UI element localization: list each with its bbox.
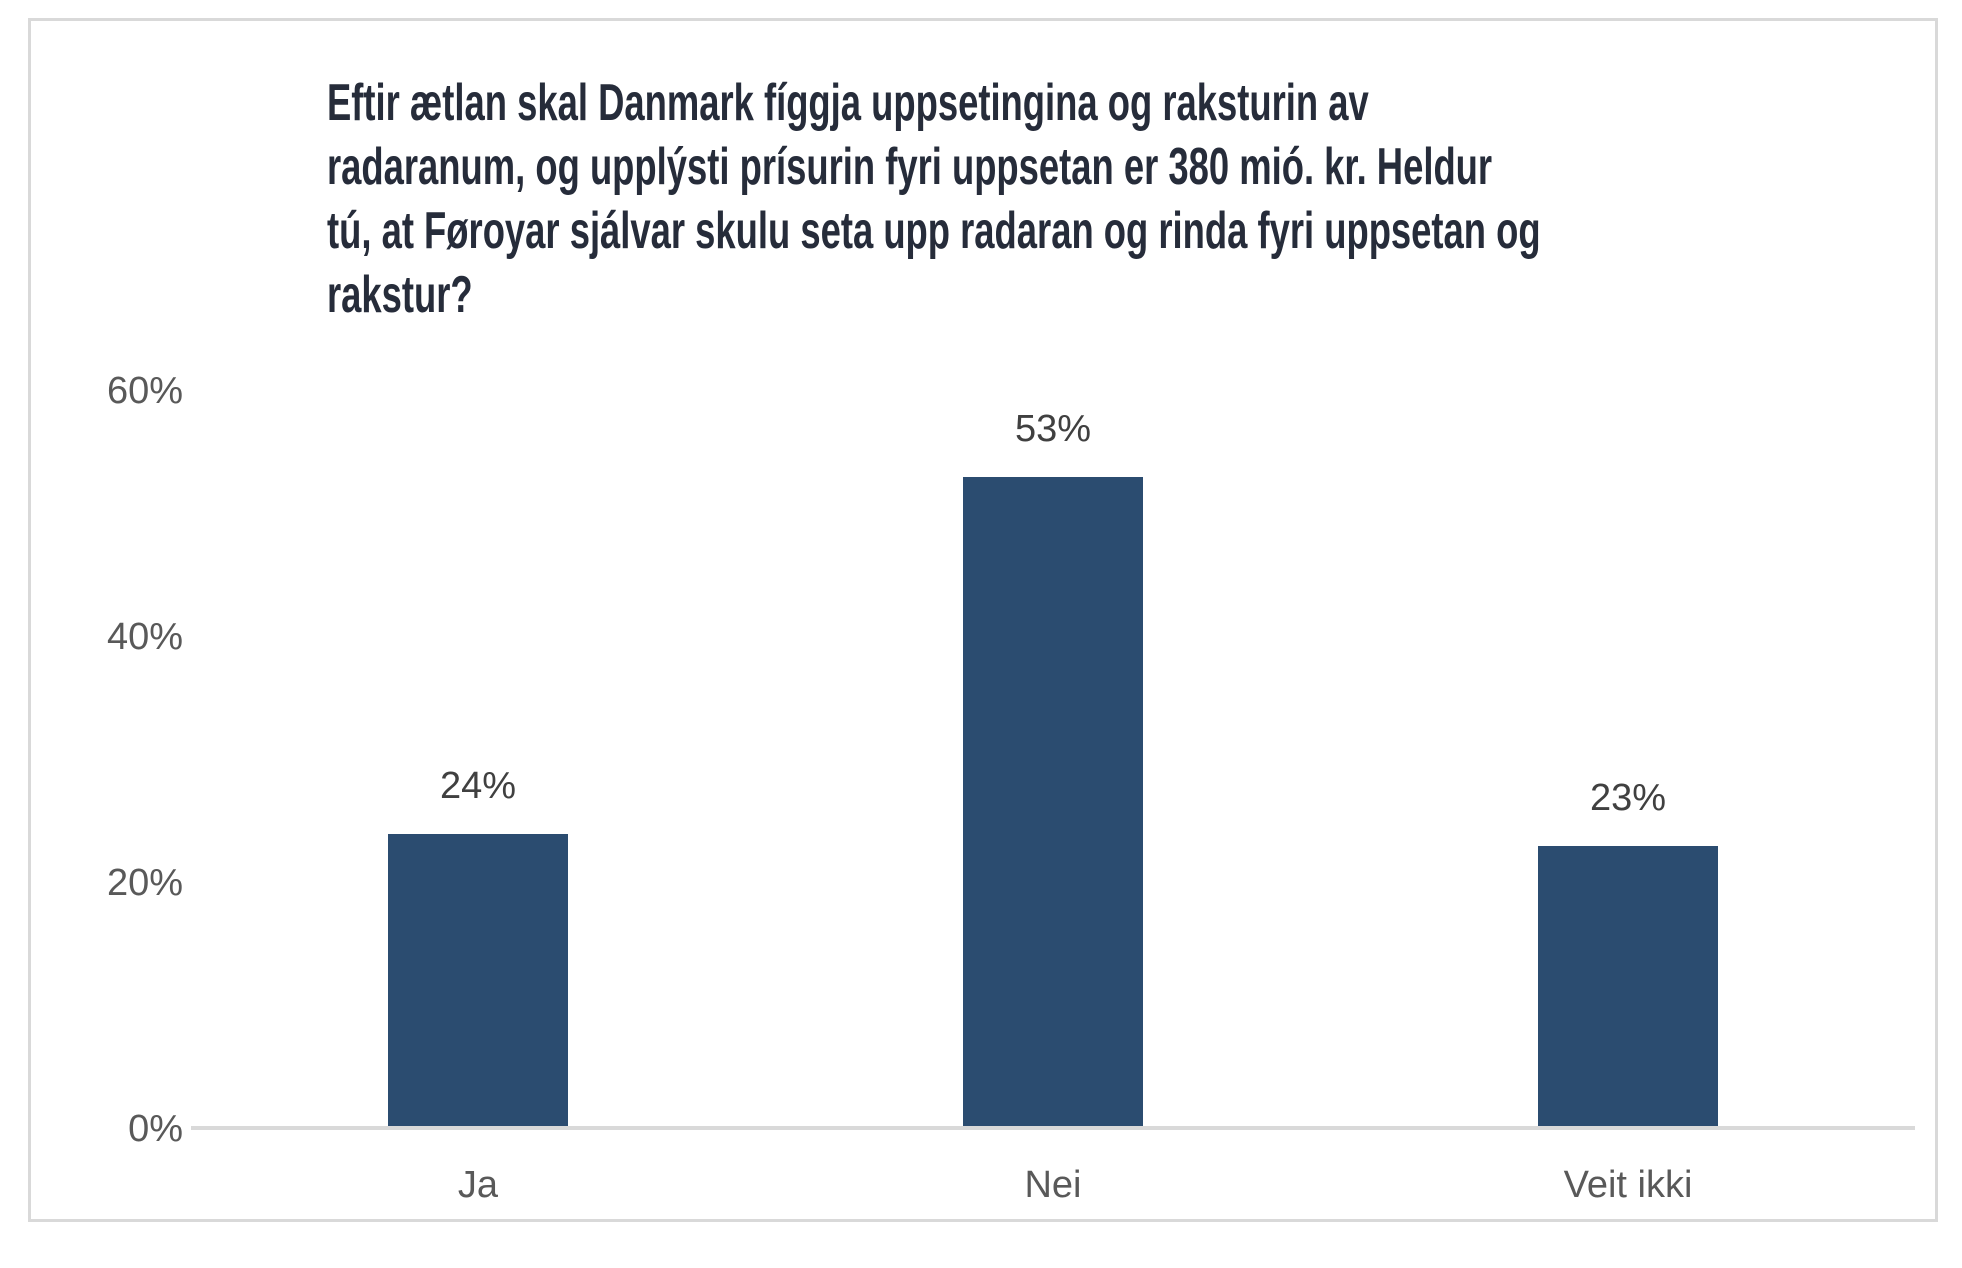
y-axis-tick-label: 20% xyxy=(106,862,183,904)
x-axis-tick-label: Ja xyxy=(457,1164,499,1206)
x-axis-tick-label: Veit ikki xyxy=(1563,1164,1693,1206)
bar-nei xyxy=(963,477,1143,1129)
x-axis-line xyxy=(191,1126,1915,1130)
bar-value-label: 24% xyxy=(439,765,517,807)
bar-value-label: 23% xyxy=(1589,777,1667,819)
x-axis-tick-label: Nei xyxy=(1024,1164,1082,1206)
chart-title-line: Eftir ætlan skal Danmark fíggja uppsetin… xyxy=(327,74,1369,132)
chart-frame: Eftir ætlan skal Danmark fíggja uppsetin… xyxy=(28,18,1938,1222)
chart-title-line: rakstur? xyxy=(327,266,473,324)
y-axis-tick-label: 60% xyxy=(106,370,183,412)
chart-title-line: radaranum, og upplýsti prísurin fyri upp… xyxy=(327,138,1493,196)
chart-title: Eftir ætlan skal Danmark fíggja uppsetin… xyxy=(327,71,1937,327)
bar-ja xyxy=(388,834,568,1129)
y-axis-tick-label: 40% xyxy=(106,616,183,658)
bar-value-label: 53% xyxy=(1014,408,1092,450)
y-axis-tick-label: 0% xyxy=(128,1108,183,1150)
bar-veit-ikki xyxy=(1538,846,1718,1129)
chart-title-line: tú, at Føroyar sjálvar skulu seta upp ra… xyxy=(327,202,1541,260)
